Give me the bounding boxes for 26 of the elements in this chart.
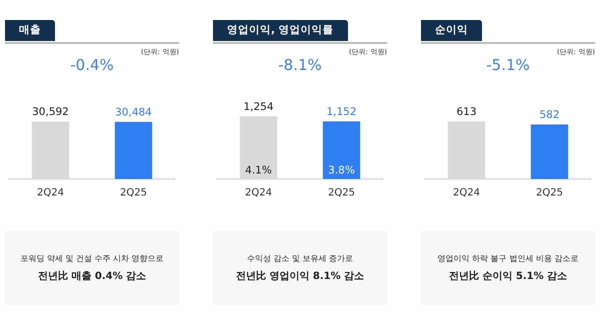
x-tick-label: 2Q24 xyxy=(453,188,480,199)
text: 전년比 영업이익 8.1% 감소 xyxy=(236,270,364,283)
data-label: 613 xyxy=(456,106,477,118)
data-label: 30,484 xyxy=(115,106,152,118)
text: 수익성 감소 및 보유세 증가로 xyxy=(246,253,354,264)
x-tick-label: 2Q25 xyxy=(328,188,355,199)
x-tick-label: 2Q24 xyxy=(37,188,64,199)
text: 전년比 순이익 5.1% 감소 xyxy=(448,270,568,283)
x-tick-label: 2Q25 xyxy=(536,188,563,199)
chart-title: 영업이익, 영업이익률 xyxy=(213,20,348,41)
chart-subtitle: -8.1% xyxy=(277,56,323,74)
text: 포워딩 약세 및 건설 수주 시차 영향으로 xyxy=(20,253,164,264)
chart-subtitle: -5.1% xyxy=(485,56,531,74)
annotation: 3.8% xyxy=(328,164,355,176)
x-tick-label: 2Q24 xyxy=(245,188,272,199)
data-label: 1,152 xyxy=(326,106,357,118)
annotation: 4.1% xyxy=(245,164,272,176)
chart-title: 매출 xyxy=(5,20,55,41)
x-tick-label: 2Q25 xyxy=(120,188,147,199)
text: 영업이익 하락 불구 법인세 비용 감소로 xyxy=(438,253,578,264)
data-label: 30,592 xyxy=(32,106,69,118)
chart-subtitle: -0.4% xyxy=(69,56,115,74)
data-label: 582 xyxy=(539,108,560,121)
text: 전년比 매출 0.4% 감소 xyxy=(38,270,146,283)
data-label: 1,254 xyxy=(243,100,274,113)
chart-title: 순이익 xyxy=(421,20,482,41)
